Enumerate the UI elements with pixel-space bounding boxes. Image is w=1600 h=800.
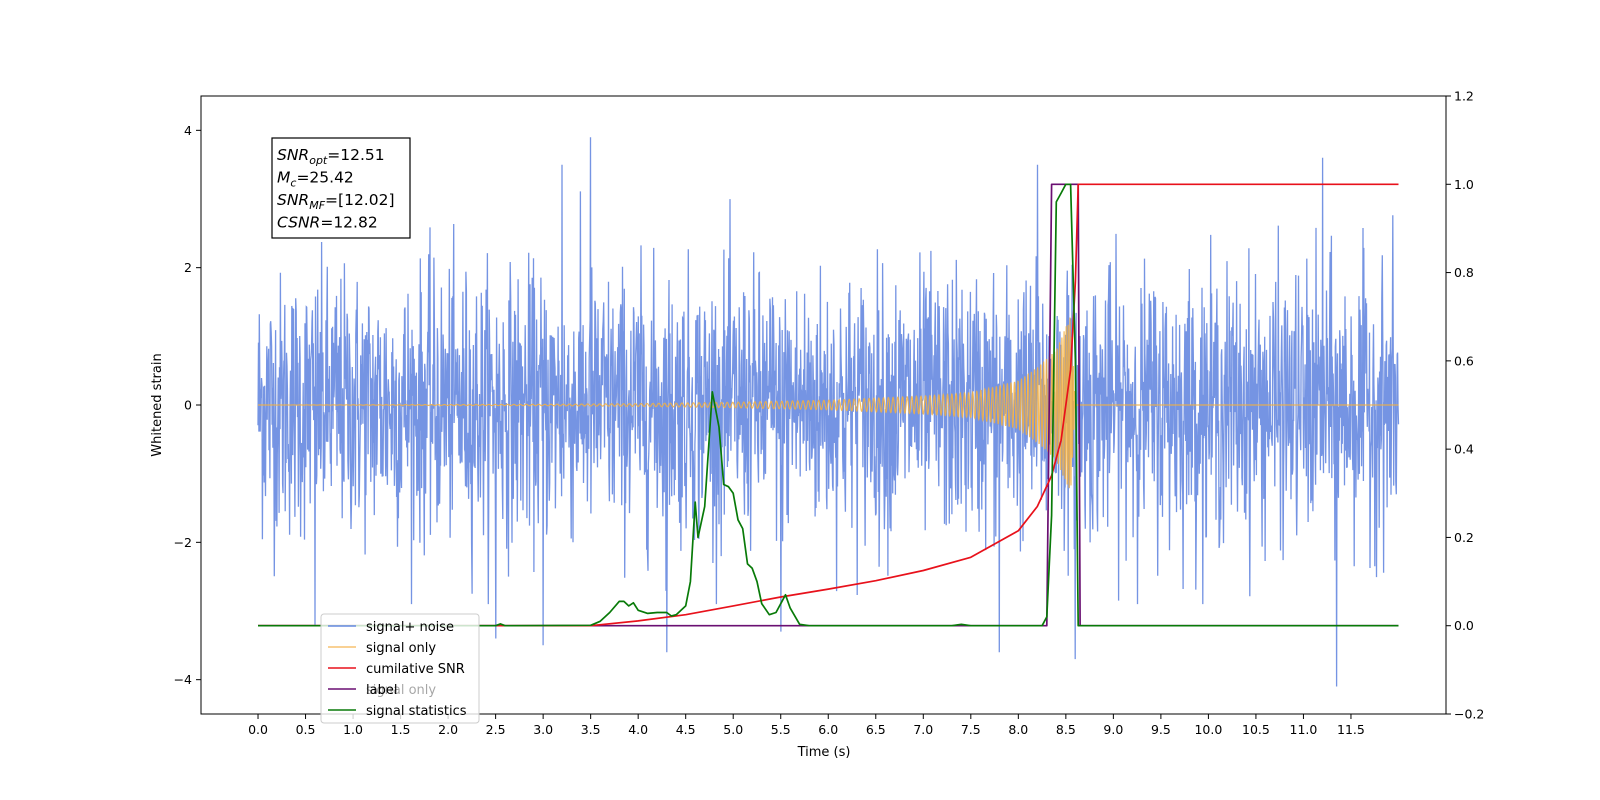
x-tick-label: 9.5	[1151, 722, 1171, 737]
series-signal-only	[258, 317, 1399, 488]
x-tick-label: 5.5	[771, 722, 791, 737]
annotation-line: SNRopt=12.51	[277, 146, 385, 167]
series-cumulative-snr	[258, 183, 1399, 627]
x-tick-label: 8.5	[1056, 722, 1076, 737]
y-tick-label: 2	[184, 260, 192, 275]
x-tick-label: 6.0	[818, 722, 838, 737]
y2-tick-label: 1.2	[1454, 89, 1474, 104]
x-tick-label: 0.0	[248, 722, 268, 737]
x-tick-label: 10.0	[1194, 722, 1222, 737]
x-tick-label: 6.5	[866, 722, 886, 737]
annotation-line: Mc=25.42	[277, 169, 354, 190]
x-tick-label: 7.0	[913, 722, 933, 737]
annotation-line: CSNR=12.82	[277, 214, 378, 232]
annotation-line: SNRMF=[12.02]	[277, 191, 395, 212]
legend-label: cumilative SNR	[366, 662, 465, 677]
x-tick-label: 11.5	[1337, 722, 1365, 737]
legend-label: signal+ noise	[366, 620, 454, 635]
x-tick-label: 3.5	[581, 722, 601, 737]
y-tick-label: 0	[184, 398, 192, 413]
x-tick-label: 11.0	[1290, 722, 1318, 737]
annotation-frame	[271, 137, 411, 239]
x-tick-label: 4.5	[676, 722, 696, 737]
y-tick-label: −2	[174, 535, 192, 550]
y2-tick-label: 0.6	[1454, 353, 1474, 368]
x-tick-label: 2.0	[438, 722, 458, 737]
series-signal-noise	[257, 137, 1400, 687]
legend-ghost-label: signal only	[366, 683, 436, 698]
plot-content	[257, 137, 1400, 687]
y2-tick-label: 1.0	[1454, 177, 1474, 192]
y-tick-label: 4	[184, 123, 192, 138]
y2-tick-label: −0.2	[1454, 707, 1484, 722]
y2-tick-label: 0.8	[1454, 265, 1474, 280]
x-tick-label: 9.0	[1103, 722, 1123, 737]
y2-tick-label: 0.2	[1454, 530, 1474, 545]
x-tick-label: 0.5	[296, 722, 316, 737]
y-axis-label: Whitened strain	[150, 353, 165, 456]
axes-layer: 0.0 0.5 1.0 1.5 2.0 2.5 3.0 3.5 4.0 4.5 5.0 5.5 6.0 6…	[150, 89, 1484, 761]
x-axis-label: Time (s)	[797, 745, 851, 760]
legend-label: label	[366, 683, 397, 698]
x-tick-label: 1.5	[391, 722, 411, 737]
x-tick-label: 10.5	[1242, 722, 1270, 737]
legend: signal+ noise signal only cumilative SNR la…	[320, 613, 480, 724]
x-tick-label: 3.0	[533, 722, 553, 737]
x-tick-label: 5.0	[723, 722, 743, 737]
legend-label: signal only	[366, 641, 436, 656]
x-tick-label: 2.5	[486, 722, 506, 737]
x-tick-label: 1.0	[343, 722, 363, 737]
y2-tick-label: 0.4	[1454, 442, 1474, 457]
legend-label: signal statistics	[366, 704, 467, 719]
x-tick-label: 7.5	[961, 722, 981, 737]
series-signal-statistics	[258, 183, 1399, 627]
legend-frame	[320, 613, 480, 724]
y-tick-label: −4	[174, 672, 192, 687]
x-tick-label: 4.0	[628, 722, 648, 737]
x-tick-label: 8.0	[1008, 722, 1028, 737]
y2-tick-label: 0.0	[1454, 618, 1474, 633]
